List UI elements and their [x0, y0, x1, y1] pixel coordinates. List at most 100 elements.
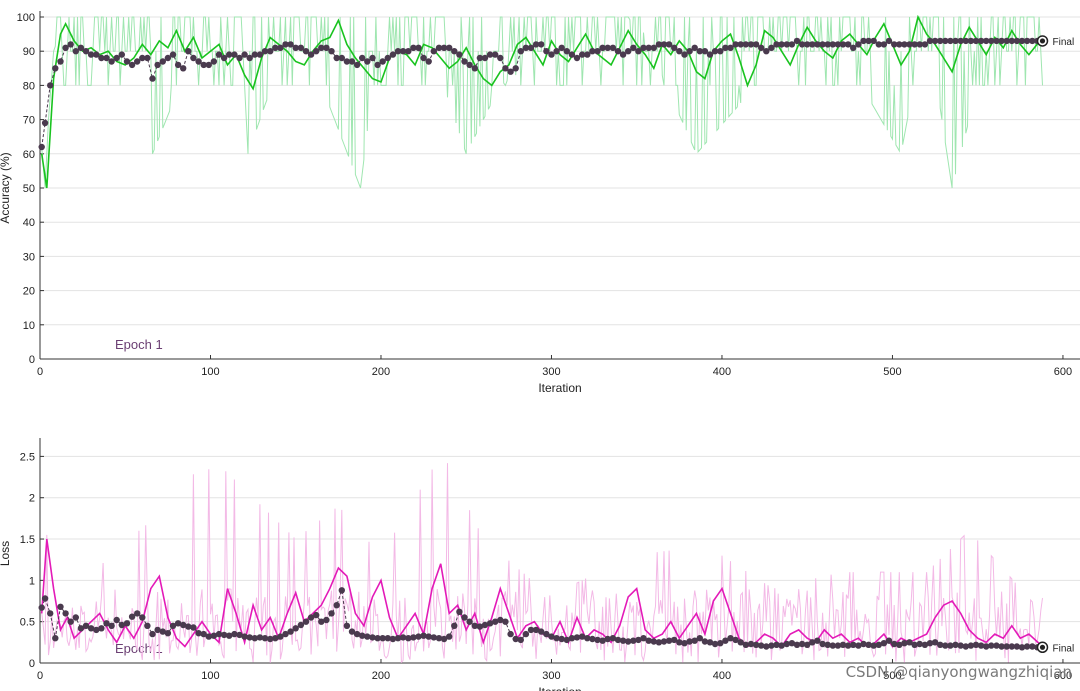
x-tick-label: 100: [201, 670, 219, 682]
validation-point: [118, 51, 126, 58]
validation-point: [144, 54, 151, 62]
validation-point: [405, 635, 412, 642]
validation-point: [256, 51, 264, 58]
validation-point: [522, 44, 530, 51]
validation-point: [589, 635, 596, 643]
validation-point: [323, 616, 330, 624]
validation-point: [52, 65, 59, 72]
validation-point: [425, 58, 432, 65]
validation-point: [200, 61, 207, 69]
validation-point: [926, 640, 934, 647]
validation-point: [543, 48, 550, 55]
validation-point: [783, 640, 790, 648]
validation-point: [220, 631, 228, 639]
y-tick-label: 90: [23, 46, 35, 58]
validation-point: [128, 61, 136, 69]
validation-point: [318, 618, 325, 625]
validation-point: [819, 41, 826, 48]
validation-point: [921, 41, 929, 48]
x-tick-label: 300: [542, 366, 560, 378]
validation-point: [885, 37, 893, 45]
validation-point: [926, 37, 934, 45]
validation-point: [451, 48, 458, 55]
validation-point: [313, 611, 320, 619]
smoothed-training-line: [40, 15, 1044, 189]
validation-point: [62, 610, 69, 617]
validation-point: [937, 37, 944, 45]
validation-point: [635, 48, 642, 55]
validation-point: [717, 48, 724, 55]
validation-point: [318, 44, 325, 51]
validation-point: [599, 637, 606, 644]
validation-point: [47, 610, 54, 617]
validation-point: [758, 642, 765, 649]
validation-point: [645, 637, 652, 644]
validation-point: [476, 623, 484, 630]
validation-point: [154, 626, 161, 634]
x-axis-label: Iteration: [538, 685, 581, 691]
validation-point: [727, 635, 734, 642]
validation-point: [793, 641, 801, 648]
validation-point: [256, 634, 264, 641]
validation-point: [1023, 643, 1031, 650]
validation-point: [446, 44, 453, 51]
validation-point: [123, 620, 131, 627]
validation-point: [742, 41, 749, 48]
validation-point: [640, 44, 647, 51]
validation-point: [911, 641, 918, 648]
y-tick-label: 1.5: [20, 534, 35, 546]
validation-point: [379, 635, 386, 642]
validation-point: [108, 58, 115, 65]
validation-point: [527, 44, 535, 51]
validation-point: [809, 639, 816, 646]
x-tick-label: 500: [883, 366, 901, 378]
validation-point: [553, 48, 560, 55]
validation-point: [98, 54, 105, 62]
validation-point: [476, 54, 484, 62]
validation-point: [512, 635, 519, 643]
validation-point: [962, 37, 969, 45]
y-tick-label: 20: [23, 286, 35, 298]
validation-point: [348, 58, 356, 65]
validation-point: [1018, 644, 1026, 651]
validation-point: [62, 44, 69, 51]
validation-point: [98, 625, 105, 632]
validation-point: [911, 41, 918, 48]
validation-point: [103, 620, 110, 627]
validation-point: [773, 41, 780, 48]
validation-point: [865, 641, 872, 648]
validation-point: [768, 44, 775, 51]
validation-point: [732, 636, 739, 644]
validation-point: [287, 41, 294, 48]
validation-point: [977, 642, 985, 649]
y-tick-label: 30: [23, 251, 35, 263]
validation-point: [461, 58, 468, 65]
validation-point: [277, 44, 284, 51]
validation-point: [430, 48, 437, 55]
validation-point: [630, 44, 637, 51]
validation-point: [737, 639, 744, 646]
validation-point: [891, 640, 898, 648]
validation-point: [47, 82, 54, 89]
validation-point: [839, 641, 847, 648]
validation-point: [41, 119, 49, 127]
validation-point: [139, 614, 146, 621]
validation-point: [957, 37, 964, 45]
validation-point: [650, 638, 657, 645]
validation-point: [548, 633, 555, 640]
validation-point: [328, 48, 335, 55]
validation-point: [660, 638, 668, 645]
validation-point: [558, 635, 565, 643]
validation-point: [722, 44, 729, 51]
validation-point: [348, 628, 356, 635]
validation-point: [706, 639, 714, 646]
validation-point: [103, 54, 110, 62]
validation-point: [686, 48, 693, 55]
validation-point: [952, 641, 959, 648]
validation-point: [579, 633, 586, 640]
validation-point: [717, 640, 724, 647]
validation-point: [180, 65, 187, 72]
validation-point: [405, 48, 412, 55]
validation-point: [215, 51, 223, 58]
validation-point: [850, 44, 857, 51]
